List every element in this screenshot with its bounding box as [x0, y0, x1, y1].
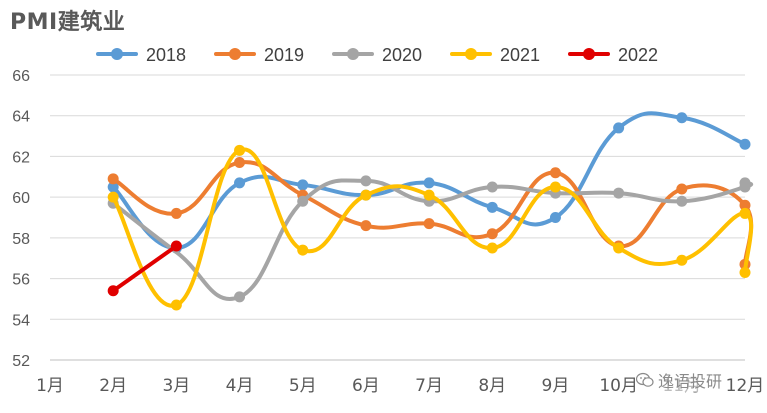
data-point-2021 — [297, 244, 309, 256]
x-tick-label: 9月 — [542, 376, 570, 396]
data-point-2020 — [360, 175, 372, 187]
legend-swatch-marker — [111, 48, 123, 60]
data-point-2020 — [297, 195, 309, 207]
data-point-2021 — [739, 266, 751, 278]
data-point-2022 — [107, 285, 119, 297]
data-point-2020 — [676, 195, 688, 207]
data-point-2019 — [423, 218, 435, 230]
y-tick-label: 66 — [12, 68, 30, 85]
y-tick-label: 56 — [12, 272, 30, 289]
series-2018 — [107, 111, 751, 254]
x-tick-label: 10月 — [599, 376, 638, 396]
data-point-2021 — [107, 191, 119, 203]
data-point-2019 — [739, 199, 751, 211]
grid-lines — [50, 74, 745, 361]
legend-swatch-marker — [347, 48, 359, 60]
watermark-text: 逸语投研 — [658, 372, 723, 391]
x-tick-label: 8月 — [478, 376, 506, 396]
wechat-icon — [636, 372, 654, 387]
legend-label: 2022 — [618, 45, 658, 65]
legend-label: 2020 — [382, 45, 422, 65]
data-point-2021 — [613, 242, 625, 254]
legend-swatch-marker — [465, 48, 477, 60]
legend-swatch-marker — [583, 48, 595, 60]
data-point-2021 — [360, 189, 372, 201]
legend: 2018 2019 2020 2021 2022 — [96, 45, 658, 65]
legend-label: 2021 — [500, 45, 540, 65]
data-point-2020 — [234, 291, 246, 303]
data-point-2019 — [549, 167, 561, 179]
watermark: 逸语投研 — [636, 368, 723, 392]
data-point-2018 — [613, 122, 625, 134]
data-point-2018 — [107, 181, 119, 193]
chart-title: PMI建筑业 — [10, 10, 126, 35]
data-point-2018 — [739, 138, 751, 150]
y-tick-label: 58 — [12, 231, 30, 248]
y-tick-label: 52 — [12, 353, 30, 370]
data-point-2018 — [676, 112, 688, 124]
series-lines — [107, 111, 754, 311]
y-tick-label: 60 — [12, 190, 30, 207]
series-2022 — [107, 240, 182, 297]
series-line-2019 — [111, 160, 754, 267]
data-point-2019 — [676, 183, 688, 195]
data-point-2020 — [739, 177, 751, 189]
series-2019 — [107, 157, 754, 270]
x-tick-label: 4月 — [226, 376, 254, 396]
data-point-2022 — [170, 240, 182, 252]
x-tick-label: 2月 — [99, 376, 127, 396]
y-tick-label: 64 — [12, 109, 30, 126]
x-tick-label: 5月 — [289, 376, 317, 396]
legend-swatch-marker — [229, 48, 241, 60]
data-point-2018 — [549, 212, 561, 223]
data-point-2021 — [234, 144, 246, 156]
data-point-2019 — [486, 228, 498, 240]
y-axis-labels: 52 54 56 58 60 62 64 66 — [12, 68, 30, 370]
data-point-2020 — [613, 187, 625, 199]
x-tick-label: 3月 — [162, 376, 190, 396]
legend-item-2018: 2018 — [96, 45, 186, 65]
legend-label: 2019 — [264, 45, 304, 65]
data-point-2019 — [170, 207, 182, 219]
data-point-2021 — [423, 189, 435, 201]
data-point-2021 — [170, 299, 182, 311]
x-tick-label: 12月 — [726, 376, 765, 396]
data-point-2018 — [234, 177, 246, 189]
data-point-2018 — [486, 201, 498, 213]
data-point-2021 — [676, 254, 688, 266]
legend-item-2019: 2019 — [214, 45, 304, 65]
series-2021 — [107, 144, 754, 311]
data-point-2021 — [739, 207, 751, 219]
data-point-2020 — [486, 181, 498, 193]
x-tick-label: 1月 — [36, 376, 64, 396]
y-tick-label: 54 — [12, 312, 30, 329]
data-point-2019 — [234, 157, 246, 169]
x-tick-label: 6月 — [352, 376, 380, 396]
data-point-2021 — [549, 181, 561, 193]
data-point-2019 — [107, 173, 119, 185]
legend-item-2022: 2022 — [568, 45, 658, 65]
legend-item-2020: 2020 — [332, 45, 422, 65]
data-point-2019 — [360, 220, 372, 232]
data-point-2018 — [423, 177, 435, 189]
legend-item-2021: 2021 — [450, 45, 540, 65]
legend-label: 2018 — [146, 45, 186, 65]
x-tick-label: 7月 — [415, 376, 443, 396]
y-tick-label: 62 — [12, 149, 30, 166]
series-line-2022 — [111, 244, 179, 293]
data-point-2021 — [486, 242, 498, 254]
data-point-2018 — [297, 179, 309, 191]
